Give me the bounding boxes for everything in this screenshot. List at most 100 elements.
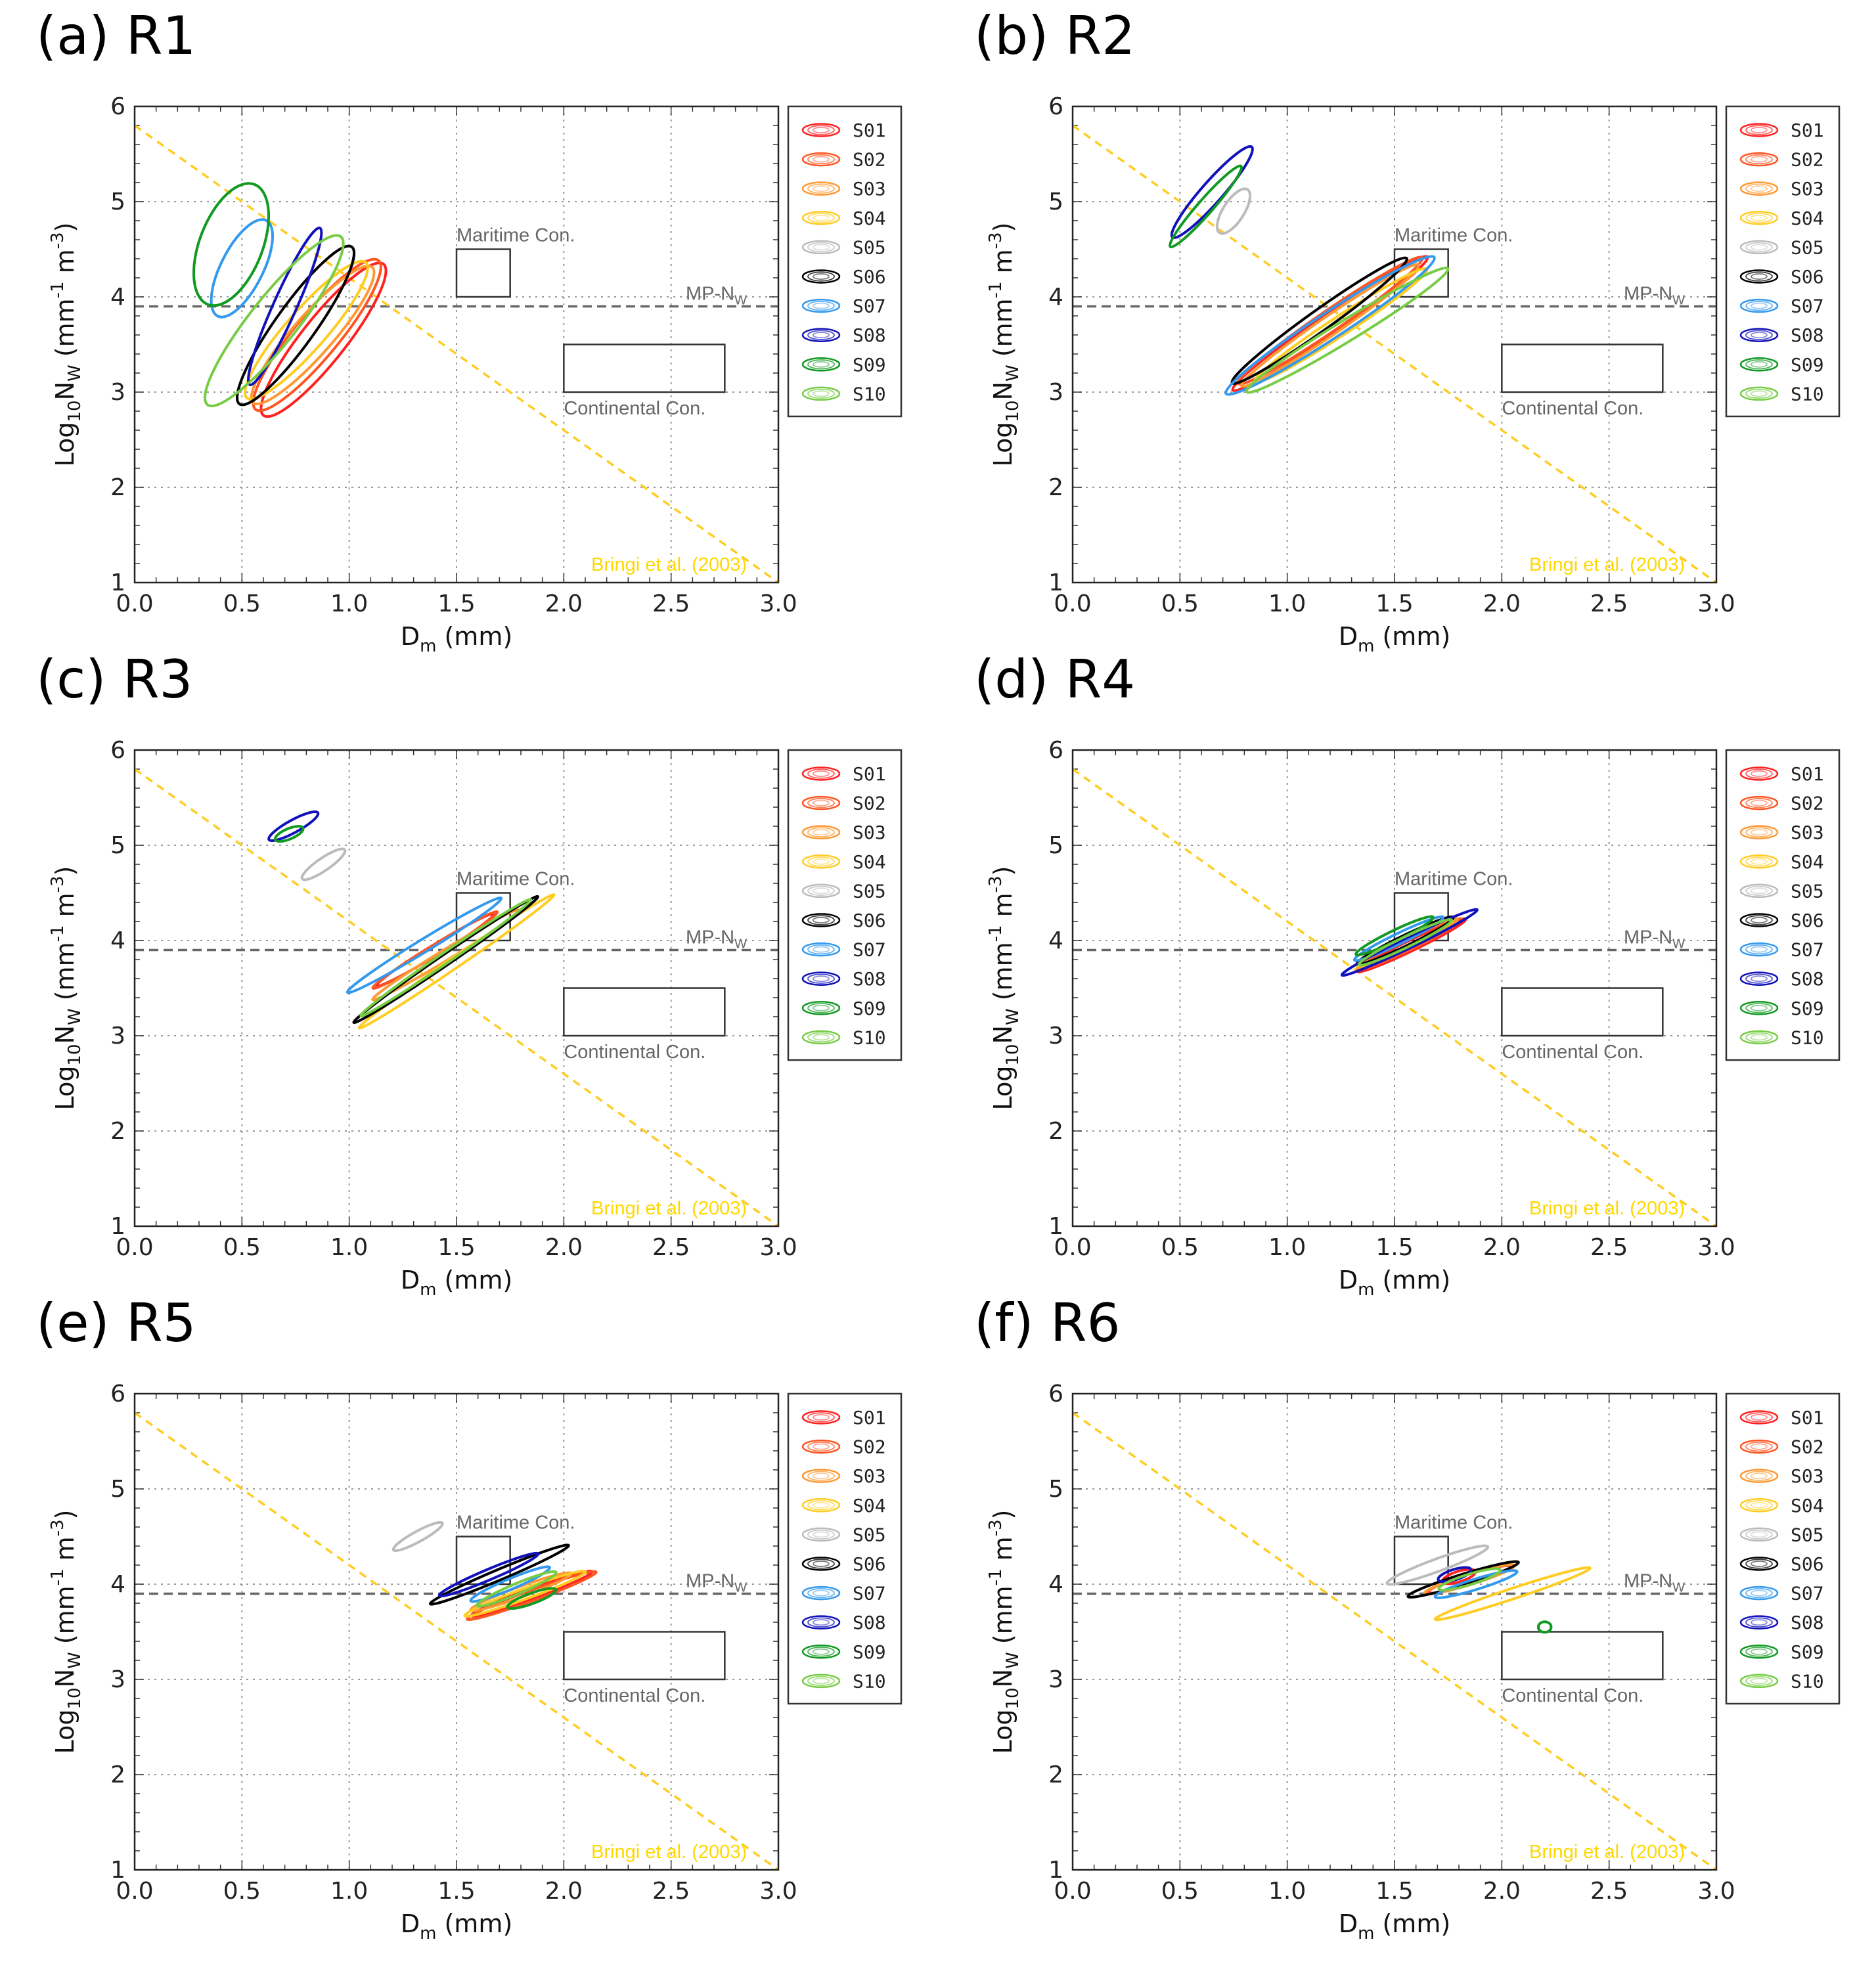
legend-label-s05: S05 xyxy=(853,236,886,258)
legend-swatch-s06 xyxy=(1739,1557,1779,1571)
y-axis-label: Log10NW (mm-1 m-3) xyxy=(986,223,1023,467)
legend-swatch-s02 xyxy=(1739,152,1779,167)
bringi-line xyxy=(133,1411,780,1871)
legend-label-s07: S07 xyxy=(1791,939,1824,961)
x-axis-label: Dm (mm) xyxy=(1339,1266,1450,1300)
legend-label-s06: S06 xyxy=(853,1553,886,1575)
legend-label-s01: S01 xyxy=(1791,120,1824,141)
contour-s10 xyxy=(203,234,345,408)
contour-s09 xyxy=(192,182,271,307)
x-axis-label: Dm (mm) xyxy=(401,1909,512,1943)
x-tick-label: 0.5 xyxy=(223,1234,261,1261)
legend-swatch-s08 xyxy=(1739,328,1779,342)
legend-swatch-s06 xyxy=(807,271,835,282)
maritime-label: Maritime Con. xyxy=(457,1513,575,1534)
legend-swatch-s03 xyxy=(1751,829,1768,836)
legend-label-s03: S03 xyxy=(853,178,886,200)
legend-swatch-s08 xyxy=(807,973,835,984)
legend-label-s10: S10 xyxy=(1791,1027,1824,1048)
x-tick-label: 0.0 xyxy=(1054,1234,1091,1261)
x-tick-label: 2.0 xyxy=(1483,1878,1521,1905)
legend-label-s02: S02 xyxy=(1791,1436,1824,1458)
x-tick-label: 2.0 xyxy=(545,1878,583,1905)
bringi-label: Bringi et al. (2003) xyxy=(1529,554,1685,575)
y-tick-label: 2 xyxy=(1048,474,1063,501)
contour-s07 xyxy=(1224,255,1436,396)
maritime-label: Maritime Con. xyxy=(457,225,575,246)
legend-label-s03: S03 xyxy=(1791,1465,1824,1487)
bringi-line xyxy=(1071,768,1718,1228)
legend-swatch-s09 xyxy=(801,1645,841,1659)
x-tick-label: 2.5 xyxy=(1590,590,1628,617)
legend-swatch-s07 xyxy=(801,1585,841,1601)
bringi-line xyxy=(133,768,780,1228)
contour-s04 xyxy=(1433,1566,1592,1622)
contour-s06 xyxy=(352,895,539,1025)
x-tick-label: 3.0 xyxy=(759,1234,797,1261)
legend-swatch-s08 xyxy=(1745,330,1773,340)
legend-swatch-s02 xyxy=(1745,1441,1773,1452)
legend-swatch-s06 xyxy=(801,269,841,284)
legend-swatch-s06 xyxy=(1745,271,1773,282)
mp-nw-label: MP-NW xyxy=(686,927,747,952)
legend-label-s02: S02 xyxy=(853,149,886,171)
maritime-label: Maritime Con. xyxy=(1395,869,1513,890)
legend-swatch-s04 xyxy=(807,856,835,867)
legend-swatch-s05 xyxy=(1739,883,1779,898)
axes-frame xyxy=(133,749,780,1228)
legend-swatch-s07 xyxy=(813,1589,830,1597)
x-tick-label: 2.5 xyxy=(1590,1234,1628,1261)
contour-s05 xyxy=(300,847,347,881)
legend-label-s03: S03 xyxy=(1791,822,1824,843)
legend-swatch-s10 xyxy=(807,1032,835,1043)
legend-swatch-s05 xyxy=(1739,1527,1779,1542)
legend-swatch-s09 xyxy=(1739,1645,1779,1659)
legend-swatch-s04 xyxy=(813,858,830,865)
legend-label-s03: S03 xyxy=(853,1465,886,1487)
contour-s10 xyxy=(1357,918,1454,967)
x-tick-label: 1.5 xyxy=(437,1234,475,1261)
x-tick-label: 1.0 xyxy=(330,1878,368,1905)
y-tick-label: 2 xyxy=(1048,1118,1063,1145)
y-tick-label: 4 xyxy=(110,1571,125,1598)
contour-s09 xyxy=(1168,164,1243,249)
legend-swatch-s10 xyxy=(801,1673,841,1689)
legend-swatch-s09 xyxy=(1745,359,1773,370)
legend-swatch-s10 xyxy=(1751,1034,1768,1041)
legend-swatch-s01 xyxy=(813,1414,830,1421)
panel-title: (b) R2 xyxy=(974,5,1136,66)
x-tick-label: 1.5 xyxy=(437,590,475,617)
legend-box xyxy=(1725,749,1841,1061)
x-tick-label: 1.0 xyxy=(1268,1234,1306,1261)
legend-label-s05: S05 xyxy=(1791,880,1824,902)
legend-swatch-s08 xyxy=(1739,971,1779,986)
legend-swatch-s03 xyxy=(1739,1469,1779,1483)
legend-swatch-s08 xyxy=(801,971,841,986)
y-tick-label: 4 xyxy=(1048,1571,1063,1598)
legend-swatch-s03 xyxy=(1739,825,1779,839)
legend-swatch-s08 xyxy=(1751,975,1768,983)
continental-label: Continental Con. xyxy=(1502,398,1643,419)
legend-label-s09: S09 xyxy=(853,998,886,1019)
legend-swatch-s03 xyxy=(807,1471,835,1481)
panel-title: (c) R3 xyxy=(36,649,193,710)
legend-swatch-s01 xyxy=(1739,1410,1779,1425)
contour-s01 xyxy=(259,261,388,418)
maritime-label: Maritime Con. xyxy=(457,869,575,890)
legend-swatch-s04 xyxy=(801,211,841,225)
legend-box xyxy=(787,749,903,1061)
legend-swatch-s10 xyxy=(1739,386,1779,401)
legend-swatch-s09 xyxy=(1739,1001,1779,1015)
contour-s09 xyxy=(506,1587,558,1610)
legend-swatch-s07 xyxy=(1739,1585,1779,1601)
x-axis-label: Dm (mm) xyxy=(1339,622,1450,656)
legend-label-s05: S05 xyxy=(853,1524,886,1545)
legend-swatch-s09 xyxy=(1745,1647,1773,1657)
legend-swatch-s02 xyxy=(801,795,841,810)
legend-swatch-s03 xyxy=(807,827,835,837)
legend-swatch-s02 xyxy=(1751,1443,1768,1450)
x-tick-label: 0.0 xyxy=(116,1878,153,1905)
panel-1: (a) R1 0.0 0.5 1.0 1.5 2.0 2.5 3.0 1 2 3 4 5 6 Dm (mm)… xyxy=(0,0,938,656)
legend-swatch-s01 xyxy=(807,125,835,135)
legend-swatch-s05 xyxy=(1751,887,1768,895)
